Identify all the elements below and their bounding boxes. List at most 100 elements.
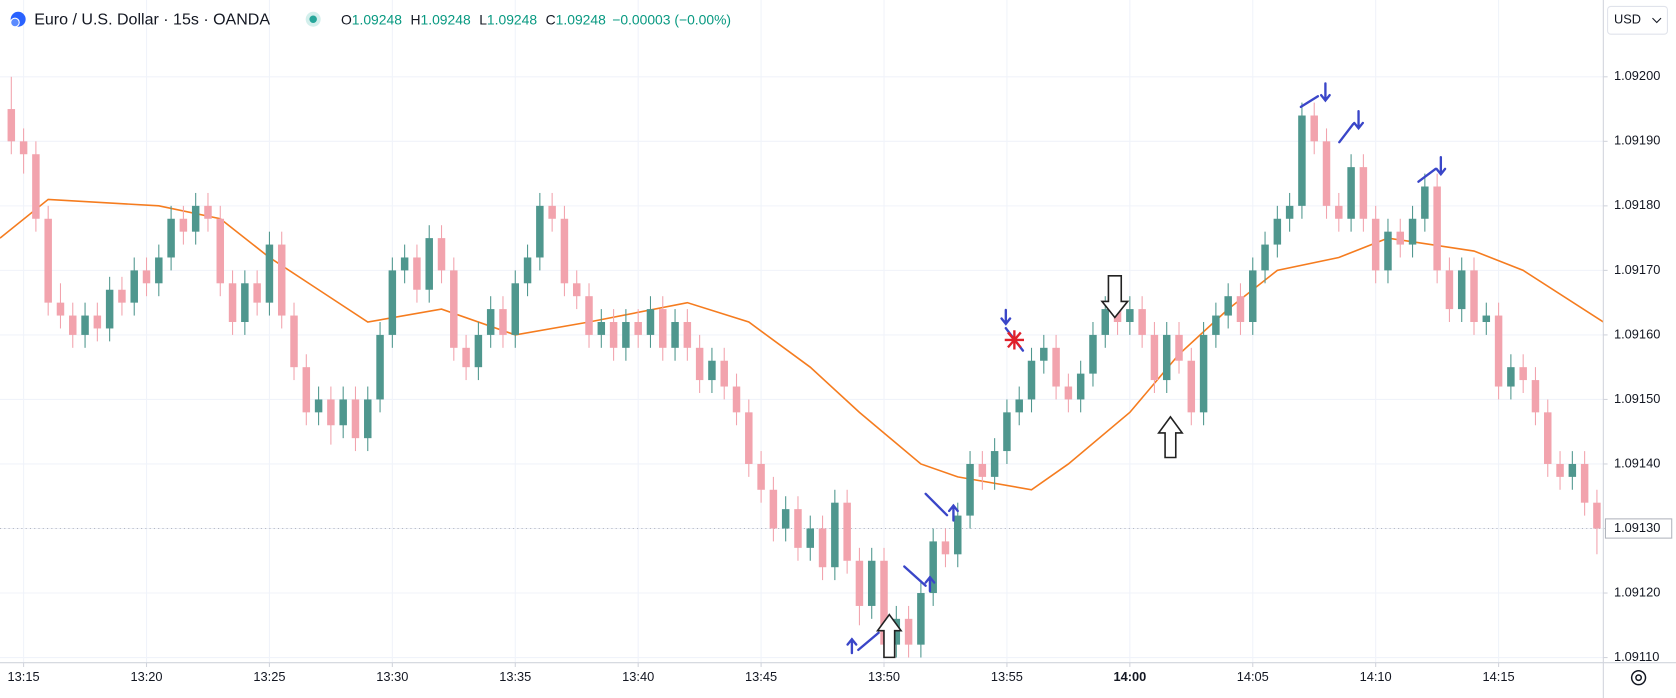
candle-body (695, 347, 704, 381)
candle-body (843, 502, 851, 561)
candle-body (732, 386, 741, 413)
candle-body (228, 283, 237, 323)
y-tick-label: 1.09120 (1614, 584, 1660, 599)
candle-body (646, 309, 655, 335)
candle-body (757, 463, 765, 490)
candle-body (486, 309, 495, 335)
candle-body (1457, 270, 1466, 310)
candle-body (277, 244, 286, 316)
candle-body (1027, 360, 1036, 400)
candle-body (966, 463, 974, 516)
ohlc-key: L (479, 11, 487, 27)
x-tick-label: 14:00 (1113, 669, 1146, 684)
candle-body (1113, 309, 1122, 323)
candle-body (327, 399, 335, 426)
candle-body (364, 399, 372, 439)
candle-body (142, 270, 151, 284)
candle-body (1335, 205, 1343, 219)
price-axis: 1.09110 1.09120 1.09130 1.09140 1.09150 1.091… (1603, 68, 1673, 664)
currency-label[interactable]: USD (1614, 12, 1641, 27)
candle-body (1384, 231, 1392, 271)
candle-body (400, 257, 409, 271)
candle-body (880, 560, 888, 645)
candle-body (1519, 367, 1527, 381)
candle-body (990, 451, 999, 477)
candle-body (44, 218, 52, 303)
x-tick-label: 14:05 (1237, 669, 1269, 684)
candle-body (1322, 141, 1331, 206)
candle-body (437, 238, 446, 271)
moving-average (0, 198, 1604, 491)
candle-body (769, 489, 778, 529)
x-tick-label: 14:15 (1483, 669, 1515, 684)
settings-button[interactable] (1630, 669, 1647, 686)
candle-body (831, 502, 839, 568)
candle-body (1150, 334, 1159, 381)
candle-body (499, 309, 507, 335)
candle-body (1015, 399, 1023, 413)
candle-body (265, 244, 274, 303)
candle-body (536, 205, 544, 258)
candle-body (1396, 231, 1405, 245)
candle-body (892, 618, 901, 645)
candle-body (794, 509, 802, 548)
candle-body (155, 257, 163, 284)
candle-body (302, 367, 311, 413)
candle-body (1580, 463, 1589, 503)
trend-mark (903, 565, 936, 593)
candle-body (978, 463, 987, 477)
candle-body (314, 399, 323, 413)
candle-body (1224, 296, 1232, 316)
candle-body (806, 528, 815, 548)
trend-mark (1417, 155, 1447, 183)
x-tick-label: 13:15 (8, 669, 40, 684)
candle-body (1482, 315, 1491, 323)
candle-body (179, 218, 188, 232)
red-star (1004, 330, 1024, 350)
status-dot (309, 15, 317, 23)
x-tick-label: 13:20 (130, 669, 162, 684)
candle-body (855, 560, 864, 606)
candle-body (7, 109, 16, 142)
hollow-arrows (875, 274, 1184, 659)
candle-body (1568, 463, 1577, 477)
candle-body (191, 205, 200, 232)
candle-body (671, 322, 679, 348)
candle-body (1556, 463, 1564, 477)
candle-body (622, 322, 630, 348)
candle-body (1359, 167, 1368, 219)
currency-box[interactable] (1607, 5, 1668, 35)
time-axis: 13:15 13:20 13:25 13:30 13:35 13:40 13:45 13:50… (8, 662, 1515, 684)
candle-body (523, 257, 532, 284)
candle-body (1076, 373, 1085, 400)
drawings (846, 82, 1447, 659)
candle-body (1236, 296, 1245, 323)
candle-body (1298, 115, 1306, 206)
candle-body (1273, 218, 1282, 245)
candle-body (683, 322, 692, 348)
y-tick-label: 1.09180 (1614, 197, 1660, 212)
candle-body (609, 322, 618, 348)
candle-body (105, 289, 114, 329)
candle-body (1052, 347, 1060, 387)
candle-body (1261, 244, 1269, 271)
candle-body (1199, 334, 1208, 413)
x-tick-label: 14:10 (1360, 669, 1392, 684)
ohlc-value: 1.09248 (556, 11, 606, 27)
candle-body (253, 283, 261, 303)
ohlc-value: 1.09248 (421, 11, 471, 27)
gear-inner[interactable] (1635, 674, 1643, 682)
candle-body (1162, 334, 1171, 381)
up-arrow (875, 613, 903, 659)
candle-body (1421, 186, 1429, 219)
candle-body (1175, 334, 1183, 361)
currency-selector[interactable]: USD (1607, 5, 1668, 35)
candle-body (597, 322, 606, 335)
last-price-label: 1.09130 (1614, 520, 1660, 535)
gear-outer[interactable] (1630, 669, 1647, 686)
candle-body (1064, 386, 1073, 400)
candle-body (585, 296, 593, 335)
candle-body (572, 283, 581, 297)
candle-body (462, 347, 470, 368)
